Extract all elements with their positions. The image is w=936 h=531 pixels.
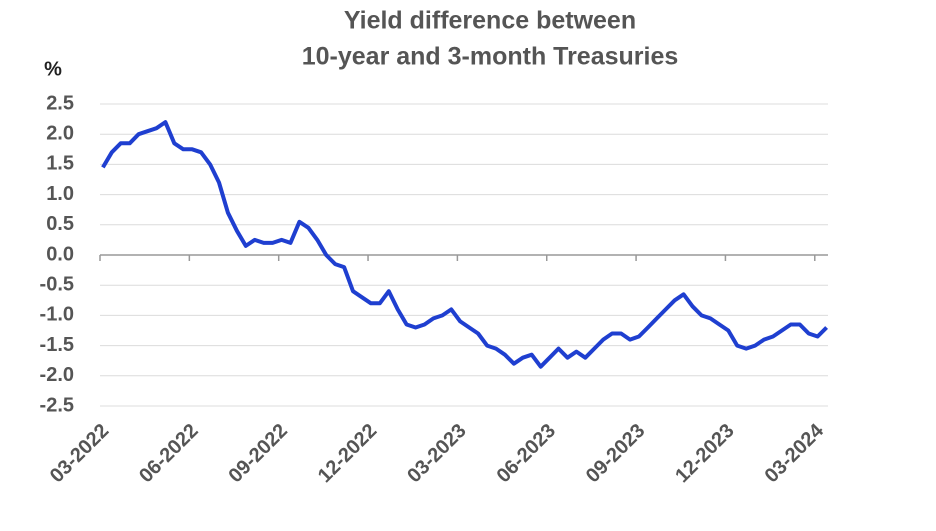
chart-title: Yield difference between — [344, 7, 636, 35]
y-tick-label: 0.0 — [46, 243, 74, 265]
x-tick-label: 03-2022 — [46, 420, 113, 487]
x-tick-label: 06-2023 — [493, 420, 560, 487]
y-tick-label: -1.5 — [40, 334, 74, 356]
x-tick-label: 06-2022 — [135, 420, 202, 487]
x-tick-label: 09-2022 — [225, 420, 292, 487]
chart-title: 10-year and 3-month Treasuries — [302, 43, 679, 71]
x-tick-label: 03-2024 — [761, 419, 829, 487]
x-tick-label: 03-2023 — [403, 420, 470, 487]
y-tick-label: 2.0 — [46, 122, 74, 144]
x-tick-label: 09-2023 — [582, 420, 649, 487]
y-tick-label: -0.5 — [40, 273, 74, 295]
y-tick-label: 1.5 — [46, 153, 74, 175]
y-tick-label: 0.5 — [46, 213, 74, 235]
y-tick-label: -1.0 — [40, 304, 74, 326]
y-tick-label: 1.0 — [46, 183, 74, 205]
y-tick-label: 2.5 — [46, 92, 74, 114]
y-tick-label: -2.0 — [40, 364, 74, 386]
x-tick-label: 12-2023 — [671, 420, 738, 487]
x-tick-label: 12-2022 — [314, 420, 381, 487]
y-tick-label: -2.5 — [40, 394, 74, 416]
y-axis-label: % — [44, 58, 62, 80]
data-line — [101, 120, 829, 369]
